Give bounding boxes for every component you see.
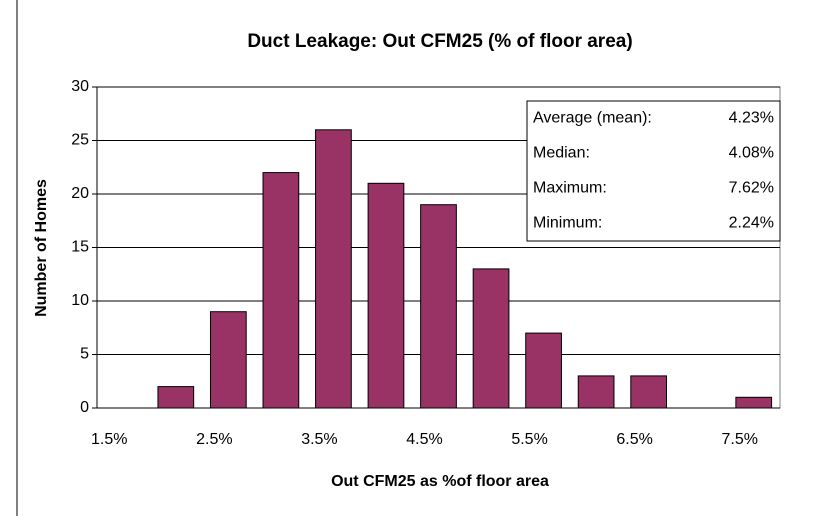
- x-tick-label: 3.5%: [301, 431, 337, 448]
- bar: [630, 375, 668, 409]
- stat-label: Median:: [533, 145, 590, 162]
- stats-box: [526, 100, 781, 242]
- stat-value: 4.08%: [729, 145, 774, 162]
- bar: [577, 375, 615, 409]
- y-tick-label: 15: [71, 239, 89, 256]
- y-tick-label: 25: [71, 132, 89, 149]
- x-tick-label: 6.5%: [616, 431, 652, 448]
- y-tick-label: 5: [80, 346, 89, 363]
- x-tick-label: 4.5%: [406, 431, 442, 448]
- x-tick-label: 7.5%: [721, 431, 757, 448]
- y-axis-label: Number of Homes: [33, 179, 50, 317]
- x-tick-label: 5.5%: [511, 431, 547, 448]
- stat-label: Average (mean):: [533, 110, 652, 127]
- bar: [209, 311, 247, 409]
- bar: [735, 396, 773, 409]
- stat-value: 2.24%: [729, 215, 774, 232]
- y-tick-label: 0: [80, 399, 89, 416]
- bar: [315, 129, 352, 409]
- stat-label: Maximum:: [533, 180, 607, 197]
- chart-title: Duct Leakage: Out CFM25 (% of floor area…: [247, 31, 632, 52]
- x-tick-label: 1.5%: [91, 431, 127, 448]
- x-axis-label: Out CFM25 as %of floor area: [331, 473, 549, 490]
- y-tick-label: 30: [71, 78, 89, 95]
- bar: [367, 182, 405, 409]
- stat-value: 4.23%: [729, 110, 774, 127]
- bar: [157, 386, 195, 409]
- bar: [420, 204, 457, 409]
- bar: [525, 332, 562, 409]
- stat-label: Minimum:: [533, 215, 602, 232]
- y-tick-label: 20: [71, 185, 89, 202]
- bar: [262, 172, 300, 409]
- x-tick-label: 2.5%: [196, 431, 232, 448]
- stat-value: 7.62%: [729, 180, 774, 197]
- bar: [472, 268, 510, 409]
- y-tick-label: 10: [71, 292, 89, 309]
